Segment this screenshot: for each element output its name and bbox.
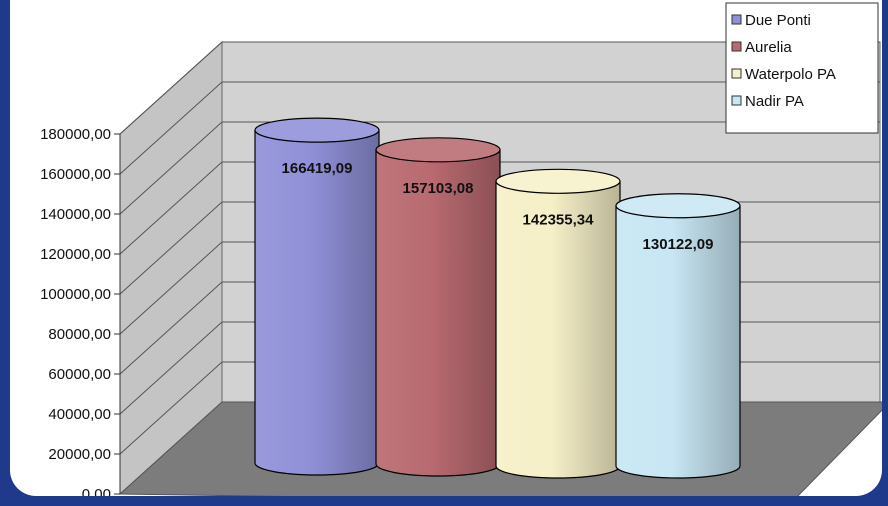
legend-label: Aurelia xyxy=(745,39,792,56)
cylinder-body xyxy=(495,180,621,479)
y-tick-label: 100000,00 xyxy=(40,286,111,303)
cylinder-bar-chart: 0,00 20000,00 40000,00 60000,00 80000,00 1000… xyxy=(40,2,882,496)
y-tick-label: 0,00 xyxy=(82,486,111,496)
cylinder-top xyxy=(615,193,741,219)
cylinder-top xyxy=(495,168,621,194)
cylinder-top xyxy=(375,137,501,163)
legend-label: Waterpolo PA xyxy=(745,66,836,83)
y-tick-label: 20000,00 xyxy=(48,446,111,463)
legend-label: Due Ponti xyxy=(745,12,811,29)
legend-swatch xyxy=(731,95,742,106)
bar-waterpolo-pa xyxy=(495,168,621,479)
legend: Due Ponti Aurelia Waterpolo PA Nadir PA xyxy=(725,2,879,134)
gridline xyxy=(119,161,880,255)
legend-label: Nadir PA xyxy=(745,93,804,110)
cylinder-body xyxy=(375,149,501,477)
gridline xyxy=(119,81,880,175)
bars xyxy=(254,117,741,479)
y-tick-label: 60000,00 xyxy=(48,366,111,383)
gridline xyxy=(119,121,880,215)
y-tick-label: 160000,00 xyxy=(40,166,111,183)
y-tick-label: 80000,00 xyxy=(48,326,111,343)
legend-swatch xyxy=(731,14,742,25)
cylinder-top xyxy=(254,117,380,143)
chart-panel: 0,00 20000,00 40000,00 60000,00 80000,00 1000… xyxy=(10,0,882,496)
y-tick-label: 40000,00 xyxy=(48,406,111,423)
y-tick-label: 180000,00 xyxy=(40,126,111,143)
data-label: 130122,09 xyxy=(643,236,714,253)
bar-nadir-pa xyxy=(615,193,741,479)
y-tick-label: 140000,00 xyxy=(40,206,111,223)
y-axis: 0,00 20000,00 40000,00 60000,00 80000,00 1000… xyxy=(40,126,121,496)
data-labels: 166419,09 157103,08 142355,34 130122,09 xyxy=(282,160,714,253)
data-label: 157103,08 xyxy=(403,180,474,197)
data-label: 166419,09 xyxy=(282,160,353,177)
bar-aurelia xyxy=(375,137,501,477)
legend-swatch xyxy=(731,41,742,52)
legend-swatch xyxy=(731,68,742,79)
bar-due-ponti xyxy=(254,117,380,476)
legend-box xyxy=(725,2,879,134)
y-tick-label: 120000,00 xyxy=(40,246,111,263)
gridline xyxy=(119,41,880,135)
cylinder-body xyxy=(615,205,741,479)
data-label: 142355,34 xyxy=(523,211,595,228)
cylinder-body xyxy=(254,129,380,476)
